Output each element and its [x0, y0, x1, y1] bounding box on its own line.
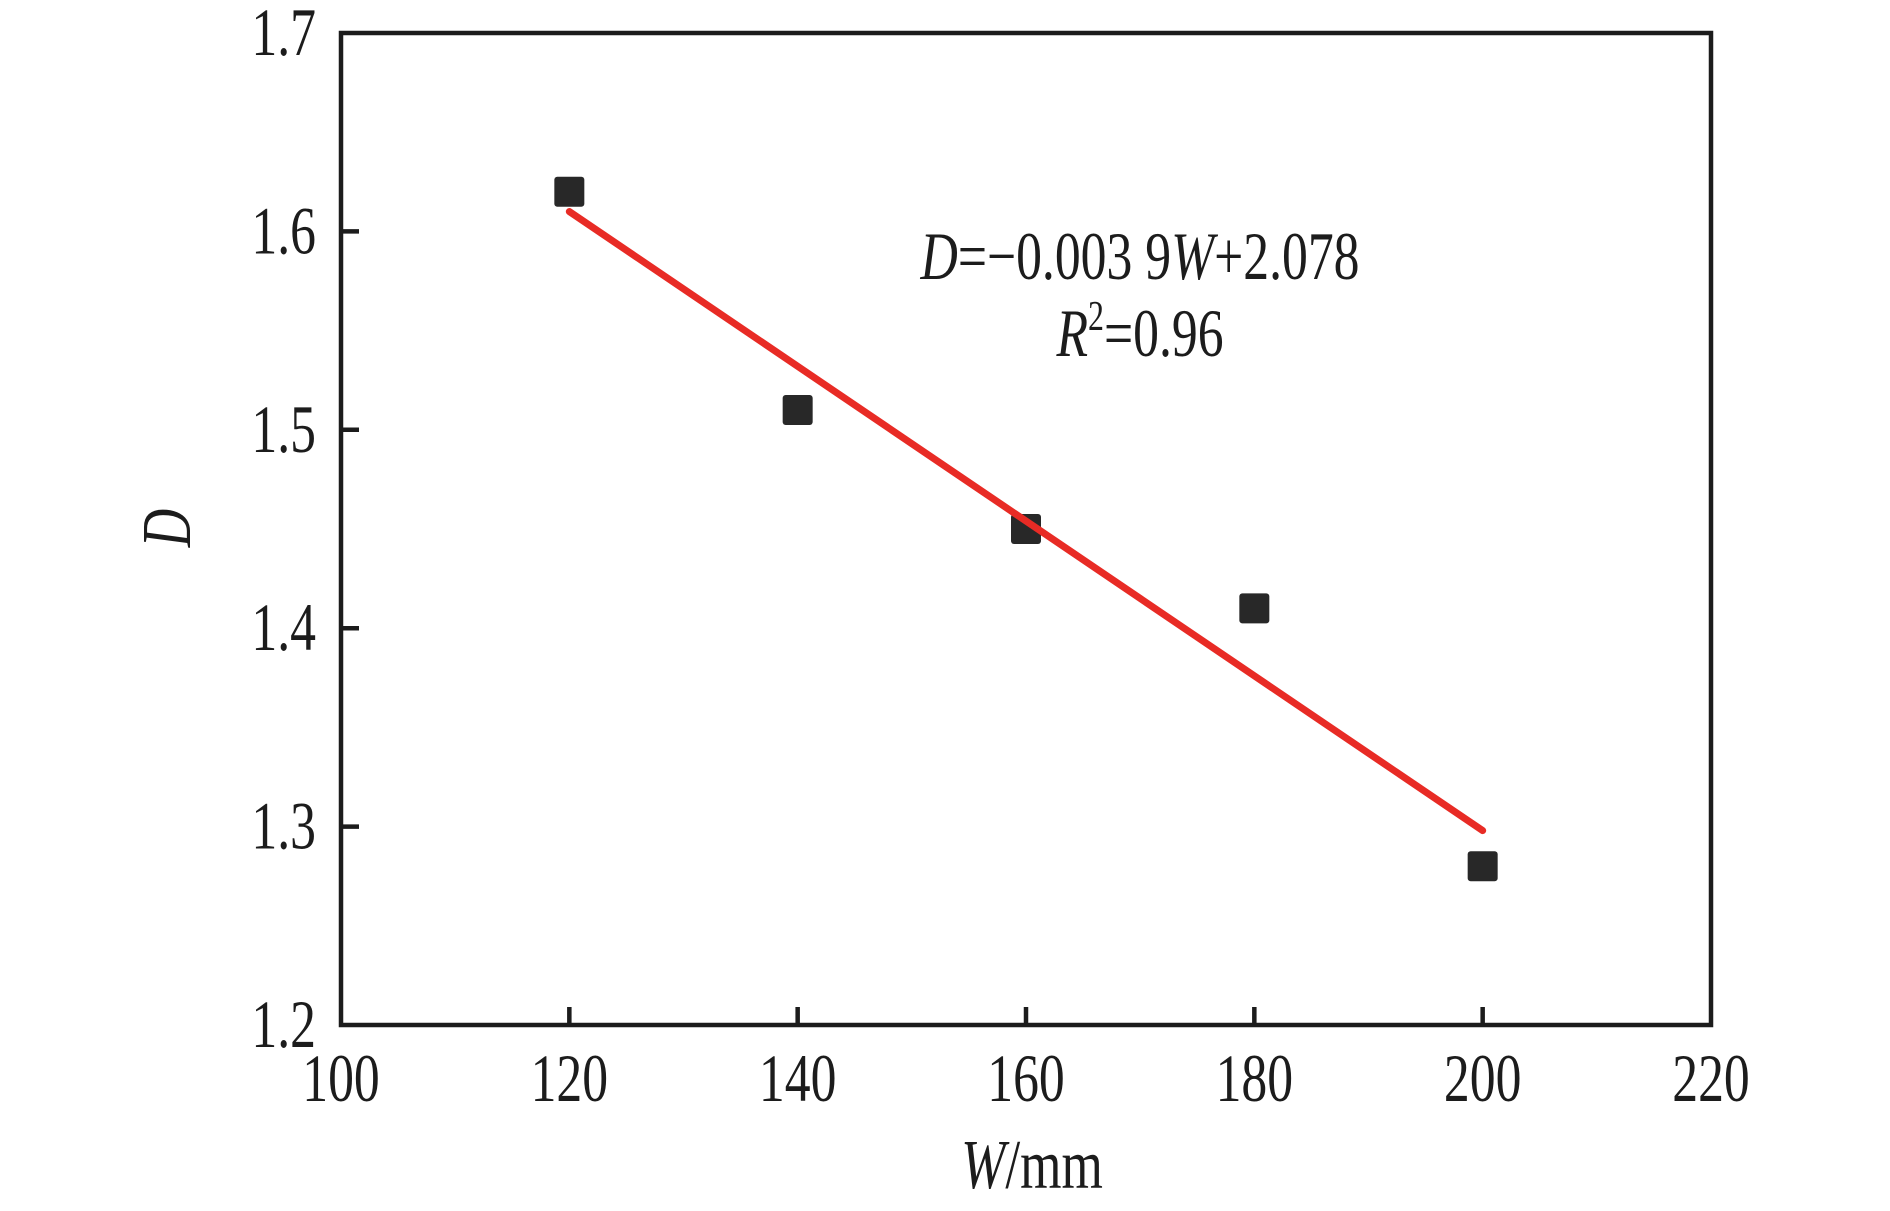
y-tick-label: 1.4 [251, 591, 316, 666]
text-run: D [920, 219, 958, 294]
text-run: 1.5 [251, 392, 316, 467]
fit-line-series [565, 208, 1487, 835]
text-run: =0.96 [1104, 296, 1224, 371]
data-point-marker [1239, 593, 1270, 624]
x-tick-label: 220 [1672, 1041, 1749, 1116]
text-run: R [1056, 296, 1088, 371]
data-point-series [554, 176, 1498, 882]
axis-titles: W/mm D [129, 509, 1103, 1204]
text-run: =−0.003 9 [958, 219, 1171, 294]
y-tick-labels: 1.2 1.3 1.4 1.5 1.6 1.7 [251, 0, 316, 1063]
y-tick-label: 1.6 [251, 194, 316, 269]
data-point-marker [554, 176, 585, 207]
text-run: 2 [1088, 294, 1104, 340]
x-tick-label: 100 [302, 1041, 379, 1116]
data-point-marker [1467, 851, 1498, 882]
text-run: D [129, 509, 206, 548]
text-run: 1.2 [251, 987, 316, 1062]
y-axis-title: D [129, 509, 206, 548]
equation-line: D=−0.003 9W+2.078 [920, 219, 1360, 294]
text-run: +2.078 [1214, 219, 1359, 294]
fit-line [565, 208, 1487, 835]
text-run: /mm [1005, 1127, 1103, 1204]
text-run: 1.4 [251, 591, 316, 666]
y-tick-label: 1.5 [251, 392, 316, 467]
text-run: 1.6 [251, 194, 316, 269]
x-axis-title: W/mm [961, 1127, 1103, 1204]
text-run: 160 [987, 1041, 1064, 1116]
text-run: 200 [1444, 1041, 1521, 1116]
data-point-marker [782, 394, 813, 425]
x-tick-label: 140 [759, 1041, 836, 1116]
x-tick-label: 200 [1444, 1041, 1521, 1116]
text-run: 100 [302, 1041, 379, 1116]
text-run: W [961, 1127, 1010, 1204]
text-run: 220 [1672, 1041, 1749, 1116]
y-tick-label: 1.7 [251, 0, 316, 71]
axis-ticks [341, 229, 1485, 1025]
y-tick-label: 1.2 [251, 987, 316, 1062]
data-point-marker [1011, 514, 1041, 544]
text-run: 1.7 [251, 0, 316, 71]
text-run: 120 [531, 1041, 608, 1116]
text-run: 180 [1216, 1041, 1293, 1116]
text-run: 1.3 [251, 789, 316, 864]
x-tick-label: 160 [987, 1041, 1064, 1116]
x-tick-label: 120 [531, 1041, 608, 1116]
text-run: W [1171, 219, 1218, 294]
r-squared-line: R2=0.96 [1056, 294, 1224, 372]
y-tick-label: 1.3 [251, 789, 316, 864]
x-tick-labels: 100 120 140 160 180 200 220 [302, 1041, 1749, 1116]
text-run: 140 [759, 1041, 836, 1116]
x-tick-label: 180 [1216, 1041, 1293, 1116]
